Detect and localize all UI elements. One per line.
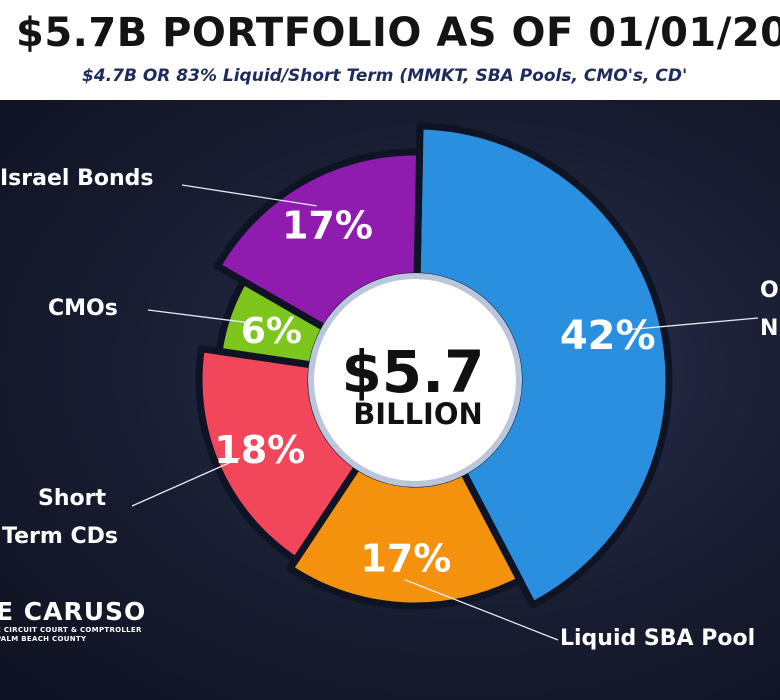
brand-name: E CARUSO [0, 597, 147, 626]
callout-short-term-cds: Short Term CDs [2, 480, 118, 556]
center-amount: $5.7 [341, 338, 484, 406]
chart-subtitle: $4.7B OR 83% Liquid/Short Term (MMKT, SB… [82, 66, 688, 86]
slice-label-liquid-sba-pool: 17% [360, 536, 451, 580]
chart-area: $5.7 BILLION 42% 17% 18% 6% 17% O N Liquid S… [0, 100, 780, 700]
callout-o-n-line2: N [760, 316, 779, 341]
header: $5.7B PORTFOLIO AS OF 01/01/20 $4.7B OR … [0, 0, 780, 100]
callout-short-term-cds-line2: Term CDs [2, 524, 118, 549]
center-unit: BILLION [353, 397, 483, 431]
center-hub [308, 273, 522, 487]
leader-line-o-n [629, 317, 759, 331]
callout-short-term-cds-line1: Short [38, 486, 106, 511]
callout-o-n-line1: O [760, 278, 779, 303]
donut-chart: $5.7 BILLION 42% 17% 18% 6% 17% [131, 122, 759, 641]
callout-israel-bonds: Israel Bonds [0, 160, 153, 198]
callout-liquid-sba-pool-line1: Liquid SBA Pool [560, 626, 756, 651]
slice-label-israel-bonds: 17% [282, 204, 373, 248]
leader-line-liquid-sba-pool [404, 579, 559, 641]
brand-line-2: PALM BEACH COUNTY [0, 635, 87, 643]
branding: E CARUSO E CIRCUIT COURT & COMPTROLLER P… [0, 598, 146, 644]
slice-label-short-term-cds: 18% [214, 428, 305, 472]
callout-liquid-sba-pool: Liquid SBA Pool [560, 620, 755, 658]
slice-label-o-n: 42% [560, 313, 656, 359]
callout-israel-bonds-line1: Israel Bonds [0, 166, 154, 191]
leader-line-cmos [147, 309, 251, 324]
leader-line-israel-bonds [181, 184, 317, 207]
callout-cmos-line1: CMOs [48, 296, 118, 321]
slice-label-cmos: 6% [241, 311, 302, 352]
chart-title: $5.7B PORTFOLIO AS OF 01/01/20 [16, 10, 780, 56]
callout-cmos: CMOs [48, 290, 118, 328]
callout-o-n: O N [760, 272, 779, 348]
brand-line-1: E CIRCUIT COURT & COMPTROLLER [0, 626, 142, 634]
leader-line-short-term-cds [131, 457, 240, 507]
